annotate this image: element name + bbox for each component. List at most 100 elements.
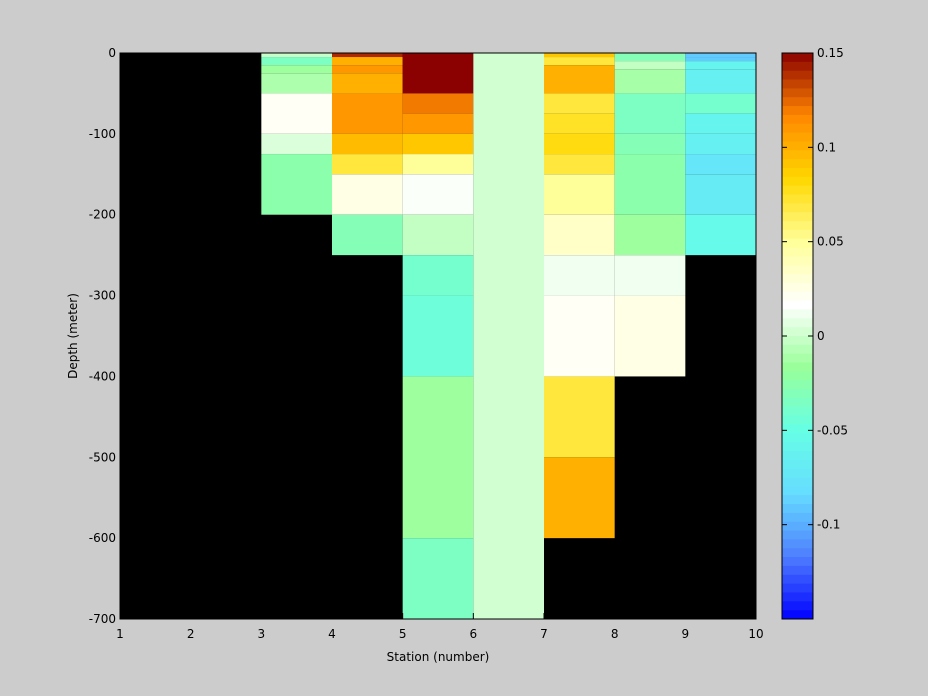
colorbar-swatch <box>782 327 813 337</box>
colorbar-swatch <box>782 397 813 408</box>
heatmap-cell <box>544 174 615 215</box>
x-tick-label: 5 <box>399 627 407 641</box>
colorbar-swatch <box>782 495 813 505</box>
colorbar-swatch <box>782 504 813 514</box>
colorbar-swatch <box>782 256 813 266</box>
heatmap-cells <box>261 53 756 619</box>
y-axis-label: Depth (meter) <box>66 293 80 379</box>
heatmap-cell <box>614 61 686 70</box>
x-tick-label: 9 <box>682 627 690 641</box>
heatmap-cell <box>685 61 756 70</box>
y-tick-label: 0 <box>108 46 116 60</box>
colorbar-swatch <box>782 442 813 452</box>
colorbar-swatch <box>782 459 813 470</box>
colorbar-swatch <box>782 238 813 249</box>
heatmap-cell <box>685 53 756 58</box>
colorbar-swatch <box>782 159 813 169</box>
heatmap-cell <box>544 295 615 377</box>
colorbar-swatch <box>782 150 813 160</box>
colorbar-swatch <box>782 106 813 116</box>
colorbar-swatch <box>782 114 813 125</box>
colorbar-swatch <box>782 415 813 425</box>
colorbar-swatch <box>782 79 813 89</box>
colorbar-swatch <box>782 274 813 284</box>
heatmap-cell <box>544 214 615 256</box>
heatmap-cell <box>332 133 403 155</box>
colorbar-swatch <box>782 132 813 142</box>
colorbar-tick-label: 0.05 <box>817 235 844 249</box>
colorbar-swatch <box>782 548 813 558</box>
colorbar: 0.15 0.1 0.05 0 -0.05 -0.1 <box>781 46 848 620</box>
heatmap-cell <box>614 255 686 296</box>
x-tick-label: 4 <box>328 627 336 641</box>
y-tick-label: -100 <box>89 127 116 141</box>
x-tick-label: 10 <box>748 627 763 641</box>
x-tick-label: 3 <box>258 627 266 641</box>
colorbar-swatch <box>782 380 813 390</box>
y-tick-label: -700 <box>89 612 116 626</box>
heatmap-cell <box>332 73 403 94</box>
heatmap-cell <box>261 57 332 66</box>
colorbar-swatch <box>782 344 813 355</box>
colorbar-swatch <box>782 309 813 319</box>
colorbar-swatch <box>782 574 813 585</box>
y-tick-label: -400 <box>89 369 116 383</box>
colorbar-swatch <box>782 592 813 602</box>
colorbar-swatch <box>782 282 813 293</box>
heatmap-cell <box>614 295 686 377</box>
colorbar-swatch <box>782 318 813 328</box>
heatmap-cell <box>544 133 615 155</box>
heatmap-cell <box>544 255 615 296</box>
colorbar-swatch <box>782 477 813 487</box>
plot-frame <box>119 52 757 620</box>
heatmap-cell <box>261 93 332 134</box>
colorbar-swatch <box>782 88 813 98</box>
x-tick-label: 1 <box>116 627 124 641</box>
heatmap-cell <box>614 133 686 155</box>
heatmap-cell <box>685 214 756 256</box>
heatmap-cell <box>261 73 332 94</box>
colorbar-swatch <box>782 433 813 443</box>
heatmap-cell <box>261 53 332 58</box>
heatmap-cell <box>614 53 686 62</box>
colorbar-swatch <box>782 610 813 620</box>
heatmap-cell <box>261 154 332 215</box>
heatmap-cell <box>614 93 686 134</box>
y-tick-label: -500 <box>89 450 116 464</box>
colorbar-tick-label: 0.1 <box>817 140 836 154</box>
colorbar-swatch <box>782 185 813 195</box>
colorbar-swatch <box>782 424 813 434</box>
colorbar-swatch <box>782 486 813 496</box>
heatmap-cell <box>402 93 474 114</box>
heatmap-cell <box>544 457 615 539</box>
heatmap-cell <box>332 57 403 66</box>
colorbar-swatch <box>782 53 813 63</box>
colorbar-swatch <box>782 300 813 310</box>
heatmap-cell <box>544 154 615 175</box>
colorbar-swatch <box>782 468 813 478</box>
heatmap-cell <box>332 93 403 134</box>
x-tick-label: 7 <box>540 627 548 641</box>
colorbar-swatch <box>782 61 813 72</box>
y-axis: 0 -100 -200 -300 -400 -500 -600 -700 <box>89 46 126 626</box>
colorbar-swatch <box>782 406 813 417</box>
y-tick-label: -300 <box>89 289 116 303</box>
heatmap-cell <box>402 295 474 377</box>
heatmap-cell <box>402 113 474 134</box>
colorbar-swatch <box>782 601 813 611</box>
heatmap-cell <box>402 154 474 175</box>
heatmap-cell <box>402 133 474 155</box>
x-tick-label: 6 <box>470 627 478 641</box>
heatmap-cell <box>332 154 403 175</box>
colorbar-swatch <box>782 291 813 302</box>
heatmap-cell <box>402 376 474 539</box>
colorbar-swatch <box>782 247 813 257</box>
colorbar-swatch <box>782 565 813 576</box>
heatmap-cell <box>614 214 686 256</box>
colorbar-swatch <box>782 141 813 151</box>
colorbar-swatch <box>782 167 813 178</box>
colorbar-swatch <box>782 203 813 213</box>
colorbar-swatch <box>782 194 813 204</box>
heatmap-cell <box>332 53 403 58</box>
heatmap-cell <box>685 154 756 175</box>
